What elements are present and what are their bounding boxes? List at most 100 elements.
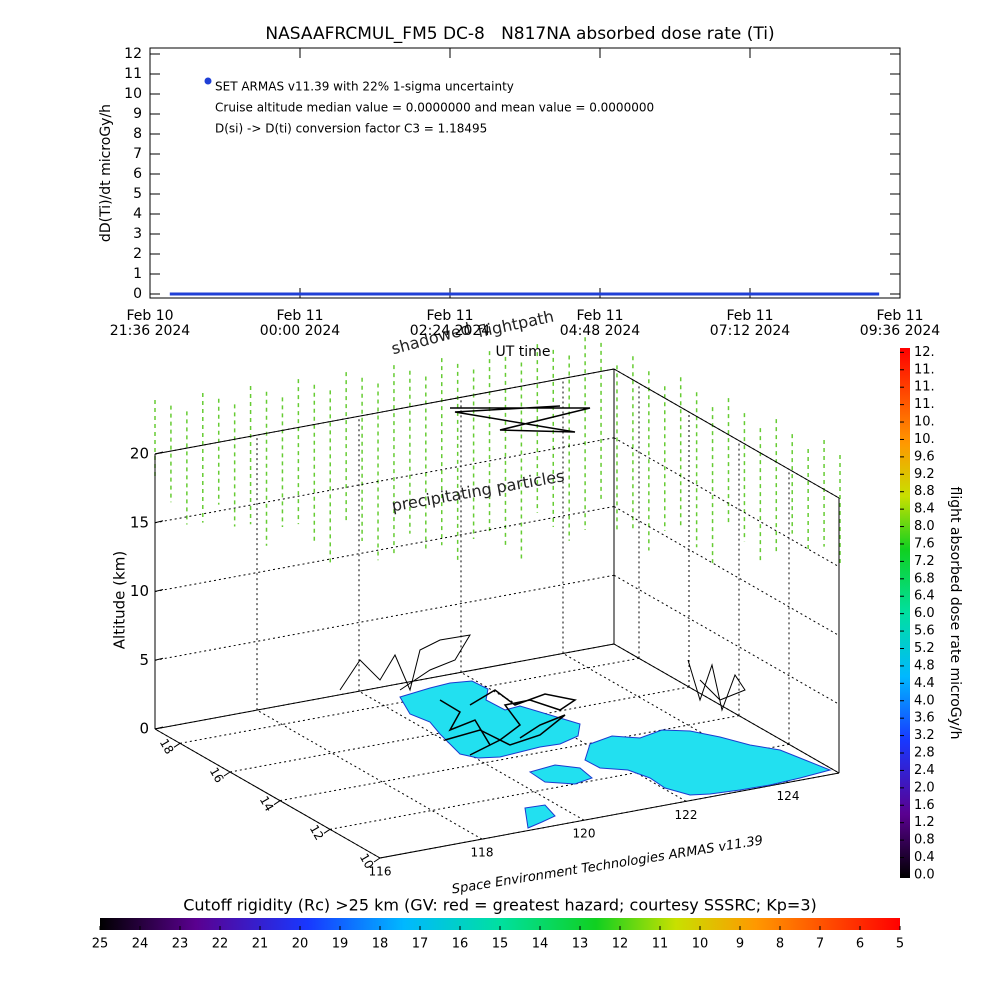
colorbar-tick-label: 9.2 <box>914 467 935 482</box>
y-tick-label: 6 <box>133 166 142 182</box>
y-tick-label: 2 <box>133 246 142 262</box>
colorbar-tick-label: 8.0 <box>914 519 935 534</box>
x-tick-label: Feb 11 <box>426 308 473 324</box>
grid-line <box>613 574 840 705</box>
colorbar-tick-label: 11. <box>914 362 935 377</box>
colorbar-tick-label: 16 <box>452 937 469 952</box>
y-tick-label: 1 <box>133 266 142 282</box>
colorbar-tick-label: 7 <box>816 937 824 952</box>
x-tick-label: 116 <box>369 865 392 879</box>
colorbar-tick-label: 6 <box>856 937 864 952</box>
landmass <box>399 680 581 759</box>
colorbar-tick-label: 14 <box>532 937 549 952</box>
flight-shadow <box>339 634 471 692</box>
colorbar-tick-label: 10. <box>914 415 935 430</box>
y-tick-label: 7 <box>133 146 142 162</box>
colorbar-tick-label: 19 <box>332 937 349 952</box>
colorbar-tick-label: 21 <box>252 937 269 952</box>
tick-mark <box>223 771 231 777</box>
x-tick-label: 07:12 2024 <box>710 323 791 339</box>
colorbar-tick-label: 12 <box>612 937 629 952</box>
tick-mark <box>273 800 281 806</box>
y-tick-label: 5 <box>133 186 142 202</box>
flight-track <box>444 714 566 746</box>
tick-mark <box>173 742 181 748</box>
y-tick-label: 10 <box>357 851 377 871</box>
colorbar-tick-label: 10. <box>914 432 935 447</box>
flight-shadow <box>687 659 746 712</box>
axis-line <box>154 643 615 730</box>
x-tick-label: 124 <box>777 789 800 803</box>
axis-line <box>154 368 615 455</box>
map <box>399 680 832 829</box>
landmass <box>528 764 593 785</box>
colorbar-tick-label: 6.4 <box>914 589 935 604</box>
grid-line <box>562 653 789 783</box>
annotation: Cruise altitude median value = 0.0000000… <box>215 101 654 115</box>
x-tick-label: 21:36 2024 <box>110 323 191 339</box>
z-tick-label: 20 <box>130 445 149 463</box>
tick-mark <box>323 828 331 834</box>
colorbar-tick-label: 8.8 <box>914 484 935 499</box>
colorbar-tick-label: 23 <box>172 937 189 952</box>
colorbar-tick-label: 7.2 <box>914 554 935 569</box>
axis-line <box>154 728 381 859</box>
colorbar-tick-label: 15 <box>492 937 509 952</box>
y-tick-label: 12 <box>307 822 327 842</box>
y-tick-label: 10 <box>124 86 142 102</box>
colorbar-tick-label: 0.0 <box>914 867 935 882</box>
colorbar-tick-label: 18 <box>372 937 389 952</box>
colorbar-tick-label: 2.8 <box>914 746 935 761</box>
y-tick-label: 12 <box>124 46 142 62</box>
flight-track <box>450 405 591 433</box>
axis-line <box>613 643 840 774</box>
colorbar-label: flight absorbed dose rate microGy/h <box>947 487 963 740</box>
tick-mark <box>154 657 164 661</box>
colorbar-tick-label: 10 <box>692 937 709 952</box>
grid-line <box>154 574 615 661</box>
y-tick-label: 11 <box>124 66 142 82</box>
colorbar-tick-label: 7.6 <box>914 536 935 551</box>
colorbar-tick-label: 5.6 <box>914 624 935 639</box>
annotation: D(si) -> D(ti) conversion factor C3 = 1.… <box>215 122 487 136</box>
axis-line <box>379 772 840 859</box>
legend-marker <box>204 77 212 85</box>
y-tick-label: 0 <box>133 286 142 302</box>
landmass <box>584 729 832 796</box>
colorbar-tick-label: 4.0 <box>914 693 935 708</box>
grid-line <box>460 671 687 802</box>
x-tick-label: Feb 11 <box>576 308 623 324</box>
tick-mark <box>154 520 164 524</box>
y-tick-label: 18 <box>157 736 177 756</box>
colorbar-tick-label: 1.2 <box>914 815 935 830</box>
colorbar-tick-label: 11. <box>914 397 935 412</box>
x-tick-label: 118 <box>471 846 494 860</box>
axis-line <box>613 368 840 499</box>
x-tick-label: 04:48 2024 <box>560 323 641 339</box>
chart-title: NASAAFRCMUL_FM5 DC-8 N817NA absorbed dos… <box>265 24 774 44</box>
y-tick-label: 14 <box>257 794 277 814</box>
colorbar-tick-label: 2.4 <box>914 763 935 778</box>
y-tick-label: 8 <box>133 126 142 142</box>
colorbar-tick-label: 5.2 <box>914 641 935 656</box>
colorbar-title: Cutoff rigidity (Rc) >25 km (GV: red = g… <box>183 896 817 915</box>
legend-label: SET ARMAS v11.39 with 22% 1-sigma uncert… <box>215 80 514 94</box>
landmass <box>524 804 556 829</box>
colorbar-tick-label: 4.4 <box>914 676 935 691</box>
colorbar-tick-label: 24 <box>132 937 149 952</box>
grid-line <box>256 709 483 840</box>
flight-path <box>339 405 746 756</box>
x-tick-label: 09:36 2024 <box>860 323 941 339</box>
grid-line <box>358 690 585 821</box>
x-tick-label: 00:00 2024 <box>260 323 341 339</box>
colorbar-tick-label: 11. <box>914 380 935 395</box>
colorbar-tick-label: 25 <box>92 937 109 952</box>
colorbar-tick-label: 6.8 <box>914 571 935 586</box>
colorbar-tick-label: 22 <box>212 937 229 952</box>
colorbar-tick-label: 17 <box>412 937 429 952</box>
x-tick-label: Feb 11 <box>726 308 773 324</box>
x-tick-label: Feb 11 <box>876 308 923 324</box>
colorbar-tick-label: 9.6 <box>914 449 935 464</box>
colorbar-tick-label: 13 <box>572 937 589 952</box>
